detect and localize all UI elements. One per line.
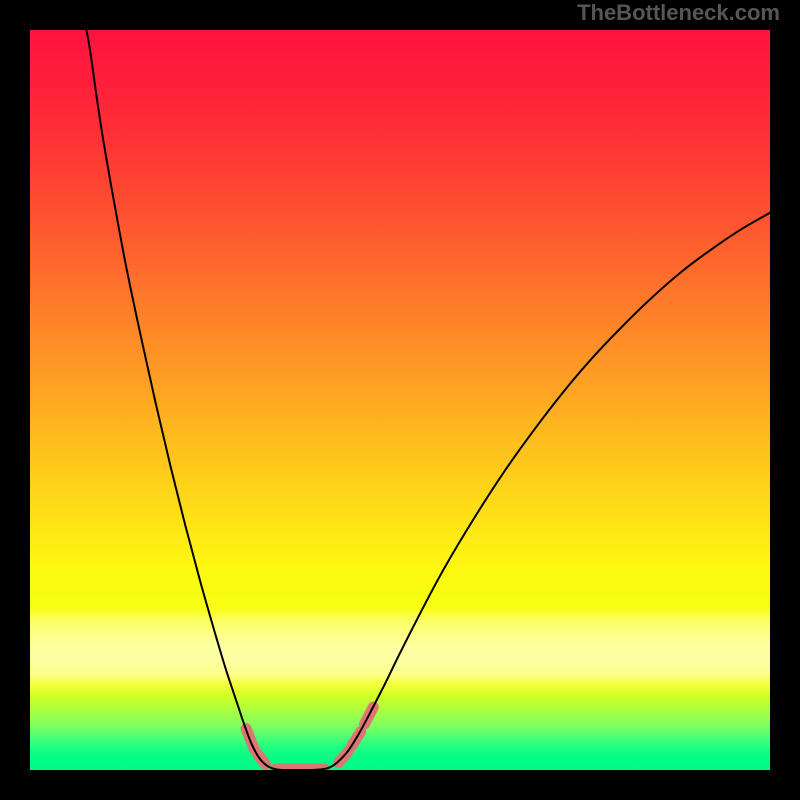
watermark-label: TheBottleneck.com xyxy=(577,0,780,26)
gradient-background xyxy=(30,30,770,770)
chart-svg xyxy=(0,0,800,800)
chart-stage: TheBottleneck.com xyxy=(0,0,800,800)
